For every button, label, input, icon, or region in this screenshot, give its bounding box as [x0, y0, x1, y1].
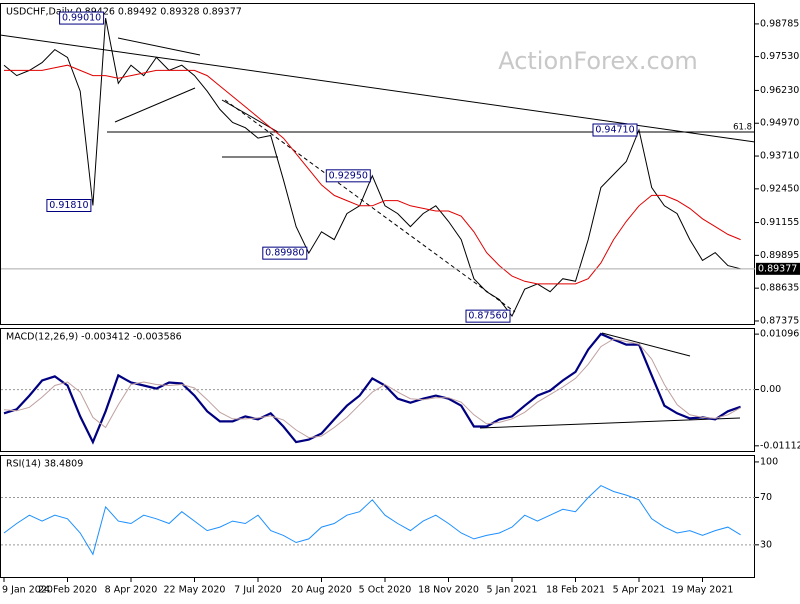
series-line	[3, 485, 741, 556]
x-tick-label: 24 Feb 2020	[38, 585, 97, 596]
x-tick-label: 22 May 2020	[164, 585, 226, 596]
y-tick-label: 0.92450	[760, 183, 799, 194]
y-tick-label: 0.00	[760, 384, 781, 395]
x-tick-label: 19 May 2021	[672, 585, 734, 596]
y-tick-label: 0.87375	[760, 315, 799, 326]
x-tick-label: 18 Nov 2020	[418, 585, 479, 596]
annotation-box	[465, 309, 511, 323]
x-tick-label: 8 Apr 2020	[105, 585, 158, 596]
x-tick-label: 18 Feb 2021	[546, 585, 605, 596]
y-tick-label: 0.89895	[760, 250, 799, 261]
x-tick-label: 20 Aug 2020	[291, 585, 352, 596]
rsi-panel	[0, 455, 755, 578]
series-line	[4, 64, 741, 285]
trend-line	[479, 417, 741, 429]
panel-title: USDCHF,Daily 0.89426 0.89492 0.89328 0.8…	[6, 7, 242, 18]
annotation-label: 0.91810	[49, 200, 88, 211]
price-panel	[0, 3, 755, 325]
annotation-label: 0.87560	[468, 311, 507, 322]
x-tick-label: 7 Jul 2020	[234, 585, 282, 596]
annotation-label: 0.92950	[329, 170, 368, 181]
x-tick-label: 5 Oct 2020	[359, 585, 412, 596]
panel-title: RSI(14) 38.4809	[6, 459, 83, 470]
watermark: ActionForex.com	[498, 47, 698, 75]
annotation-label: 0.89980	[265, 248, 304, 259]
x-tick-label: 5 Apr 2021	[613, 585, 666, 596]
y-tick-label: 0.93710	[760, 151, 799, 162]
y-tick-label: 0.96230	[760, 85, 799, 96]
trend-line	[114, 87, 196, 123]
series-line	[3, 338, 741, 439]
y-tick-label: 30	[760, 539, 772, 550]
current-price-label: 0.89377	[758, 263, 797, 274]
annotation-box	[46, 199, 92, 213]
x-tick-label: 9 Jan 2020	[2, 585, 53, 596]
annotation-label: 0.94710	[595, 125, 634, 136]
y-tick-label: 0.010967	[760, 329, 800, 340]
annotation-box	[592, 123, 638, 137]
y-tick-label: 100	[760, 456, 778, 467]
y-tick-label: 0.98785	[760, 18, 799, 29]
trend-line	[117, 37, 201, 56]
y-tick-label: -0.011127	[760, 440, 800, 451]
panel-title: MACD(12,26,9) -0.003412 -0.003586	[6, 332, 182, 343]
y-tick-label: 0.91155	[760, 217, 799, 228]
current-price-tag	[756, 262, 800, 275]
fib-label: 61.8	[733, 123, 752, 133]
trend-line	[601, 332, 691, 357]
series-line	[3, 332, 741, 445]
annotation-box	[262, 246, 308, 260]
y-tick-label: 0.88635	[760, 283, 799, 294]
series-line	[3, 18, 741, 318]
annotation-box	[325, 169, 371, 183]
annotation-label: 0.99010	[62, 13, 101, 24]
y-tick-label: 0.97530	[760, 51, 799, 62]
annotation-box	[59, 11, 105, 25]
y-tick-label: 0.94970	[760, 118, 799, 129]
x-tick-label: 5 Jan 2021	[487, 585, 538, 596]
y-tick-label: 70	[760, 492, 772, 503]
trend-line	[224, 99, 516, 313]
